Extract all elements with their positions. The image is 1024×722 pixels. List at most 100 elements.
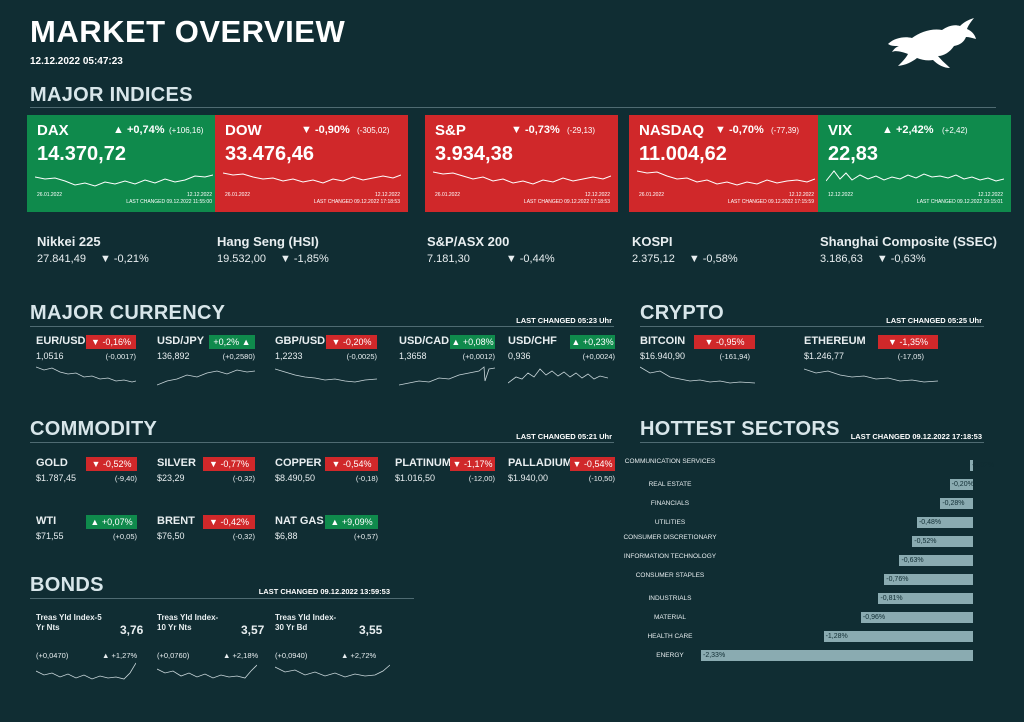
index-change: ▼ -0,21% [99, 253, 149, 265]
currency-name: USD/CHF [508, 335, 557, 347]
commodity-name: SILVER [157, 457, 196, 469]
sector-bar[interactable] [860, 612, 973, 623]
crypto-name: ETHEREUM [804, 335, 866, 347]
index-name: NASDAQ [639, 122, 705, 139]
bonds-last-changed: LAST CHANGED 09.12.2022 13:59:53 [258, 587, 390, 596]
index-hang-seng[interactable]: Hang Seng (HSI) 19.532,00 ▼ -1,85% [217, 234, 329, 265]
divider [640, 326, 984, 327]
end-date: 12.12.2022 [374, 192, 400, 198]
commodity-price: $23,29 [157, 473, 185, 483]
commodity-brent[interactable]: BRENT ▼ -0,42% $76,50 (-0,32) [157, 515, 255, 545]
sector-bar[interactable] [970, 460, 973, 471]
sector-value: -0,96% [862, 614, 886, 621]
sparkline [275, 368, 377, 383]
index-name: S&P/ASX 200 [427, 234, 510, 249]
currency-points: (+0,0024) [582, 352, 615, 361]
sparkline [508, 368, 608, 384]
index-name: DOW [225, 122, 262, 139]
change-badge: ▲ +9,09% [325, 515, 378, 529]
bond-30yr[interactable]: Treas Yld Index-30 Yr Bd 3,55 (+0,0940) … [275, 613, 390, 685]
sparkline [36, 662, 136, 680]
commodity-nat-gas[interactable]: NAT GAS ▲ +9,09% $6,88 (+0,57) [275, 515, 378, 545]
bond-yield: 3,57 [241, 623, 265, 637]
sector-bar[interactable] [878, 593, 973, 604]
crypto-ethereum[interactable]: ETHEREUM ▼ -1,35% $1.246,77 (-17,05) [804, 335, 938, 395]
index-kospi[interactable]: KOSPI 2.375,12 ▼ -0,58% [632, 234, 738, 265]
index-card-sp[interactable]: S&P ▼ -0,73% (-29,13) 3.934,38 26.01.202… [425, 115, 618, 212]
sector-label: COMMUNICATION SERVICES [624, 458, 716, 465]
sector-bar[interactable] [916, 517, 973, 528]
commodity-copper[interactable]: COPPER ▼ -0,54% $8.490,50 (-0,18) [275, 457, 378, 487]
commodity-platinum[interactable]: PLATINUM ▼ -1,17% $1.016,50 (-12,00) [395, 457, 495, 487]
sector-label: MATERIAL [653, 614, 687, 621]
commodity-last-changed: LAST CHANGED 05:21 Uhr [516, 432, 612, 441]
bull-logo-icon [888, 18, 976, 68]
crypto-last-changed: LAST CHANGED 05:25 Uhr [886, 316, 982, 325]
index-card-vix[interactable]: VIX ▲ +2,42% (+2,42) 22,83 12.12.2022 12… [818, 115, 1011, 212]
index-change: ▼ -0,70% [715, 124, 764, 136]
sector-bar[interactable] [912, 536, 973, 547]
bond-10yr[interactable]: Treas Yld Index-10 Yr Nts 3,57 (+0,0760)… [157, 613, 264, 685]
commodity-wti[interactable]: WTI ▲ +0,07% $71,55 (+0,05) [36, 515, 137, 545]
sector-bar[interactable] [823, 631, 973, 642]
currency-usd-chf[interactable]: USD/CHF ▲ +0,23% 0,936 (+0,0024) [508, 335, 615, 395]
crypto-price: $1.246,77 [804, 351, 845, 361]
bond-change-pct: ▲ +1,27% [102, 651, 138, 660]
currency-price: 1,0516 [36, 351, 64, 361]
index-value: 3.934,38 [435, 143, 513, 165]
sector-bar[interactable] [940, 498, 973, 509]
commodity-palladium[interactable]: PALLADIUM ▼ -0,54% $1.940,00 (-10,50) [508, 457, 615, 487]
sectors-last-changed: LAST CHANGED 09.12.2022 17:18:53 [850, 432, 982, 441]
sector-bar[interactable] [949, 479, 973, 490]
change-badge: ▼ -0,52% [86, 457, 137, 471]
change-badge: ▲ +0,08% [450, 335, 495, 349]
crypto-points: (-161,94) [719, 352, 750, 361]
index-card-dax[interactable]: DAX ▲ +0,74% (+106,16) 14.370,72 26.01.2… [27, 115, 220, 212]
currency-usd-jpy[interactable]: USD/JPY +0,2% ▲ 136,892 (+0,2580) [157, 335, 255, 395]
start-date: 26.01.2022 [225, 192, 251, 198]
bond-name: Treas Yld Index-30 Yr Bd [275, 613, 337, 632]
index-change-points: (+2,42) [942, 126, 968, 135]
currency-eur-usd[interactable]: EUR/USD ▼ -0,16% 1,0516 (-0,0017) [36, 335, 137, 395]
index-change-points: (-305,02) [357, 126, 390, 135]
index-card-dow[interactable]: DOW ▼ -0,90% (-305,02) 33.476,46 26.01.2… [215, 115, 408, 212]
index-change: ▼ -0,44% [505, 253, 555, 265]
index-value: 11.004,62 [639, 143, 727, 165]
commodity-silver[interactable]: SILVER ▼ -0,77% $23,29 (-0,32) [157, 457, 255, 487]
crypto-bitcoin[interactable]: BITCOIN ▼ -0,95% $16.940,90 (-161,94) [640, 335, 755, 395]
sparkline [640, 366, 755, 384]
sector-bar[interactable] [899, 555, 973, 566]
index-shanghai[interactable]: Shanghai Composite (SSEC) 3.186,63 ▼ -0,6… [820, 234, 997, 265]
start-date: 12.12.2022 [828, 192, 854, 198]
index-nikkei[interactable]: Nikkei 225 27.841,49 ▼ -0,21% [37, 234, 149, 265]
crypto-price: $16.940,90 [640, 351, 686, 361]
commodity-price: $1.016,50 [395, 473, 436, 483]
sector-label: CONSUMER DISCRETIONARY [623, 534, 717, 541]
commodity-points: (-10,50) [588, 474, 615, 483]
major-currency-heading: MAJOR CURRENCY [30, 302, 226, 324]
start-date: 26.01.2022 [639, 192, 665, 198]
sector-bar[interactable] [884, 574, 973, 585]
index-card-nasdaq[interactable]: NASDAQ ▼ -0,70% (-77,39) 11.004,62 26.01… [629, 115, 822, 212]
currency-gbp-usd[interactable]: GBP/USD ▼ -0,20% 1,2233 (-0,0025) [275, 335, 377, 395]
index-change: ▼ -1,85% [279, 253, 329, 265]
currency-points: (+0,0012) [462, 352, 495, 361]
index-asx-200[interactable]: S&P/ASX 200 7.181,30 ▼ -0,44% [427, 234, 555, 265]
page-timestamp: 12.12.2022 05:47:23 [30, 56, 123, 67]
change-badge: ▼ -0,42% [203, 515, 255, 529]
bond-5yr[interactable]: Treas Yld Index-5 Yr Nts 3,76 (+0,0470) … [36, 613, 143, 685]
divider [30, 442, 614, 443]
crypto-name: BITCOIN [640, 335, 686, 347]
bond-name: Treas Yld Index-5 Yr Nts [36, 613, 102, 632]
index-value: 3.186,63 [820, 253, 863, 265]
bond-change-abs: (+0,0470) [36, 651, 69, 660]
bond-change-abs: (+0,0760) [157, 651, 190, 660]
change-badge: ▼ -0,54% [325, 457, 378, 471]
currency-usd-cad[interactable]: USD/CAD ▲ +0,08% 1,3658 (+0,0012) [399, 335, 495, 395]
divider [30, 598, 414, 599]
commodity-gold[interactable]: GOLD ▼ -0,52% $1.787,45 (-9,40) [36, 457, 137, 487]
sparkline [804, 368, 938, 383]
sector-bar[interactable] [701, 650, 973, 661]
change-badge: +0,2% ▲ [209, 335, 255, 349]
commodity-points: (+0,05) [113, 532, 137, 541]
